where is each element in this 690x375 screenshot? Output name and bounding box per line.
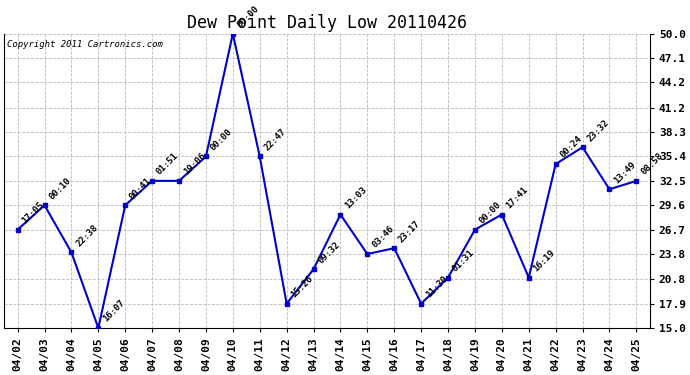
Text: 00:10: 00:10 — [48, 176, 72, 201]
Text: 22:38: 22:38 — [75, 223, 99, 248]
Text: 00:24: 00:24 — [558, 135, 584, 160]
Text: 01:51: 01:51 — [155, 152, 180, 177]
Text: 17:05: 17:05 — [21, 200, 46, 225]
Text: 00:00: 00:00 — [477, 200, 503, 225]
Text: 16:19: 16:19 — [531, 248, 557, 273]
Text: 23:17: 23:17 — [397, 219, 422, 244]
Text: 00:00: 00:00 — [208, 127, 234, 152]
Text: 23:32: 23:32 — [585, 118, 611, 143]
Text: 19:06: 19:06 — [181, 152, 207, 177]
Title: Dew Point Daily Low 20110426: Dew Point Daily Low 20110426 — [187, 14, 467, 32]
Text: 00:41: 00:41 — [128, 176, 153, 201]
Text: 01:31: 01:31 — [451, 248, 476, 273]
Text: 22:47: 22:47 — [262, 127, 288, 152]
Text: 08:58: 08:58 — [639, 152, 664, 177]
Text: Copyright 2011 Cartronics.com: Copyright 2011 Cartronics.com — [8, 40, 164, 49]
Text: 17:41: 17:41 — [504, 185, 530, 210]
Text: 00:00: 00:00 — [235, 4, 261, 30]
Text: 15:26: 15:26 — [289, 274, 315, 300]
Text: 16:07: 16:07 — [101, 298, 126, 324]
Text: 13:03: 13:03 — [343, 185, 368, 210]
Text: 11:30: 11:30 — [424, 274, 449, 300]
Text: 03:46: 03:46 — [370, 225, 395, 250]
Text: 13:49: 13:49 — [612, 160, 638, 185]
Text: 09:32: 09:32 — [316, 240, 342, 265]
